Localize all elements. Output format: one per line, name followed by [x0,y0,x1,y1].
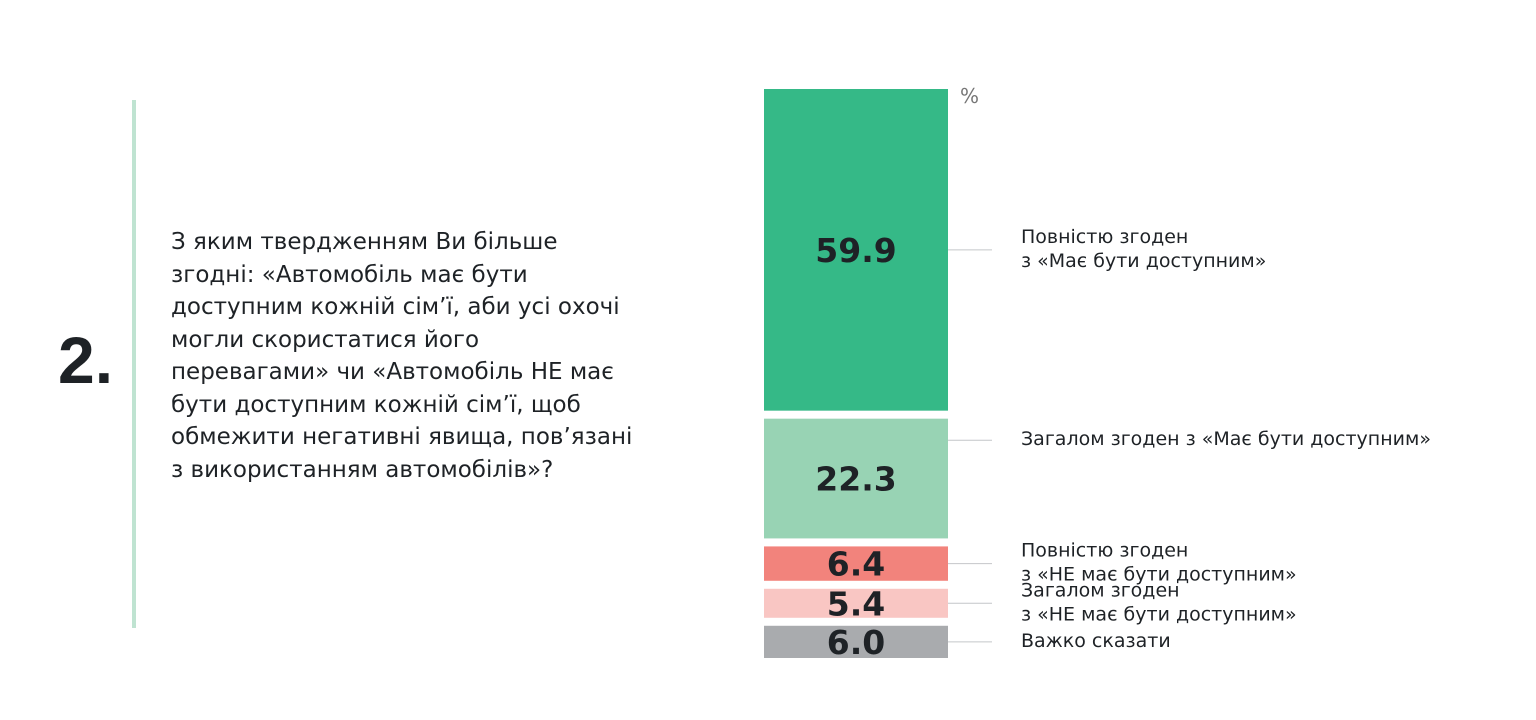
question-line: могли скористатися його [171,326,480,353]
question-line: перевагами» чи «Автомобіль НЕ має [171,359,614,385]
question-text: З яким твердженням Ви більше згодні: «Авт… [171,226,691,486]
question-number: 2. [58,323,114,397]
value-label: 6.4 [827,545,885,584]
bar-segment [764,89,948,411]
category-label: Загалом згоден [1021,579,1180,601]
category-label: Повністю згоден [1021,226,1188,248]
bar-segment [764,625,948,658]
question-line: з використанням автомобілів»? [171,456,554,483]
accent-vertical-line [132,100,136,628]
question-line: бути доступним кожній сім’ї, щоб [171,391,581,418]
value-label: 6.0 [827,623,885,662]
bar-segment [764,546,948,581]
chart-leader-lines [948,249,992,643]
category-label: з «НЕ має бути доступним» [1021,603,1297,625]
category-label: Важко сказати [1021,630,1171,652]
category-label: Загалом згоден з «Має бути доступним» [1021,428,1431,450]
question-line: доступним кожній сім’ї, аби усі охочі [171,294,620,320]
value-label: 5.4 [827,584,885,623]
value-label: 22.3 [815,460,896,499]
value-label: 59.9 [815,231,896,270]
category-label: Повністю згоден [1021,540,1188,562]
question-line: З яким твердженням Ви більше [171,229,558,255]
unit-label: % [960,84,979,108]
category-label: з «НЕ має бути доступним» [1021,564,1297,586]
question-line: обмежити негативні явища, пов’язані [171,424,633,450]
question-line: згодні: «Автомобіль має бути [171,261,528,288]
category-label: з «Має бути доступним» [1021,250,1266,272]
bar-segment [764,588,948,618]
chart-value-labels: 59.9 22.3 6.45.46.0 [815,231,896,662]
bar-segment [764,418,948,539]
chart-segments [764,89,948,658]
